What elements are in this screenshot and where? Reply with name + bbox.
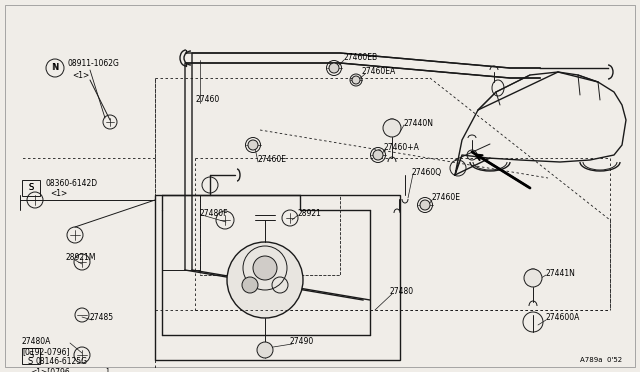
Text: <1>[0796-: <1>[0796- — [30, 368, 72, 372]
Text: [0192-0796]: [0192-0796] — [22, 347, 70, 356]
Circle shape — [257, 342, 273, 358]
Text: 27490: 27490 — [290, 337, 314, 346]
Text: S: S — [28, 357, 33, 366]
Text: S: S — [28, 183, 34, 192]
Circle shape — [242, 277, 258, 293]
Text: 27460EB: 27460EB — [344, 54, 378, 62]
Text: 27441N: 27441N — [545, 269, 575, 278]
Text: A789a  0'52: A789a 0'52 — [580, 357, 622, 363]
Text: N: N — [52, 64, 58, 73]
Text: 27440N: 27440N — [404, 119, 434, 128]
Circle shape — [420, 200, 430, 210]
Text: 27460E: 27460E — [432, 193, 461, 202]
Text: ]: ] — [105, 368, 108, 372]
Text: 08911-1062G: 08911-1062G — [67, 58, 119, 67]
Text: 27480A: 27480A — [22, 337, 51, 346]
Text: S: S — [28, 183, 34, 192]
Bar — [155, 195, 400, 360]
Circle shape — [253, 256, 277, 280]
Text: 27480F: 27480F — [200, 208, 228, 218]
Bar — [22, 348, 40, 364]
Text: 08146-6125G: 08146-6125G — [36, 357, 88, 366]
Bar — [22, 180, 40, 196]
Text: N: N — [52, 64, 58, 73]
Text: 27460Q: 27460Q — [411, 167, 441, 176]
Text: 274600A: 274600A — [545, 314, 579, 323]
Text: <1>: <1> — [50, 189, 67, 199]
Text: 28921M: 28921M — [65, 253, 95, 263]
Text: 28921: 28921 — [298, 208, 322, 218]
Circle shape — [248, 140, 258, 150]
Text: <1>: <1> — [72, 71, 89, 80]
Text: 08360-6142D: 08360-6142D — [45, 179, 97, 187]
Circle shape — [227, 242, 303, 318]
Text: 27460+A: 27460+A — [383, 144, 419, 153]
Text: 27460E: 27460E — [258, 155, 287, 164]
Text: 27480: 27480 — [390, 288, 414, 296]
Circle shape — [329, 63, 339, 73]
Text: 27485: 27485 — [90, 314, 114, 323]
Text: 27460: 27460 — [195, 96, 220, 105]
Circle shape — [383, 119, 401, 137]
Bar — [200, 195, 340, 275]
Circle shape — [524, 269, 542, 287]
Text: 27460EA: 27460EA — [362, 67, 396, 77]
Circle shape — [373, 150, 383, 160]
Circle shape — [352, 76, 360, 84]
Text: S: S — [28, 352, 34, 360]
